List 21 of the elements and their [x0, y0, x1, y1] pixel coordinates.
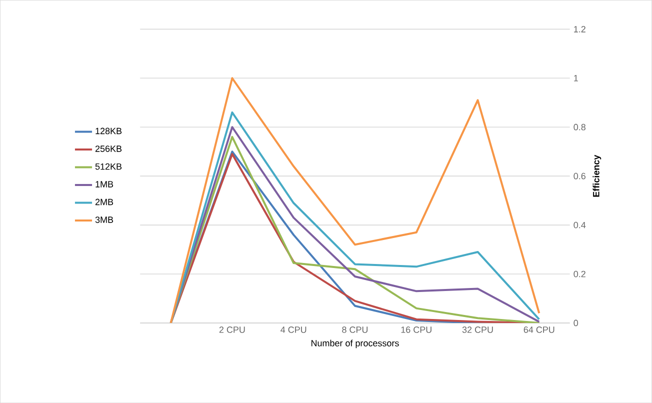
y-tick-label: 1	[574, 74, 578, 82]
legend-label: 3MB	[95, 216, 114, 223]
y-tick-label: 0.8	[574, 124, 586, 130]
y-tick-label: 0.4	[574, 222, 586, 228]
y-tick-label: 1.2	[574, 26, 586, 32]
x-tick-label: 2 CPU	[219, 326, 245, 333]
legend-label: 1MB	[96, 181, 114, 188]
y-axis-title: Efficiency	[592, 154, 602, 197]
x-tick-label: 8 CPU	[342, 326, 368, 333]
legend-label: 2MB	[95, 198, 114, 206]
x-tick-label: 4 CPU	[280, 326, 306, 333]
legend-label: 256KB	[95, 146, 122, 152]
y-tick-label: 0.6	[574, 172, 586, 180]
x-tick-label: 64 CPU	[524, 326, 554, 333]
legend-label: 512KB	[95, 163, 122, 170]
x-tick-label: 32 CPU	[462, 326, 493, 333]
x-tick-label: 16 CPU	[401, 326, 432, 333]
y-tick-label: 0	[574, 320, 578, 326]
y-tick-label: 0.2	[574, 270, 586, 278]
legend-label: 128KB	[96, 128, 122, 134]
x-axis-title: Number of processors	[311, 340, 399, 348]
